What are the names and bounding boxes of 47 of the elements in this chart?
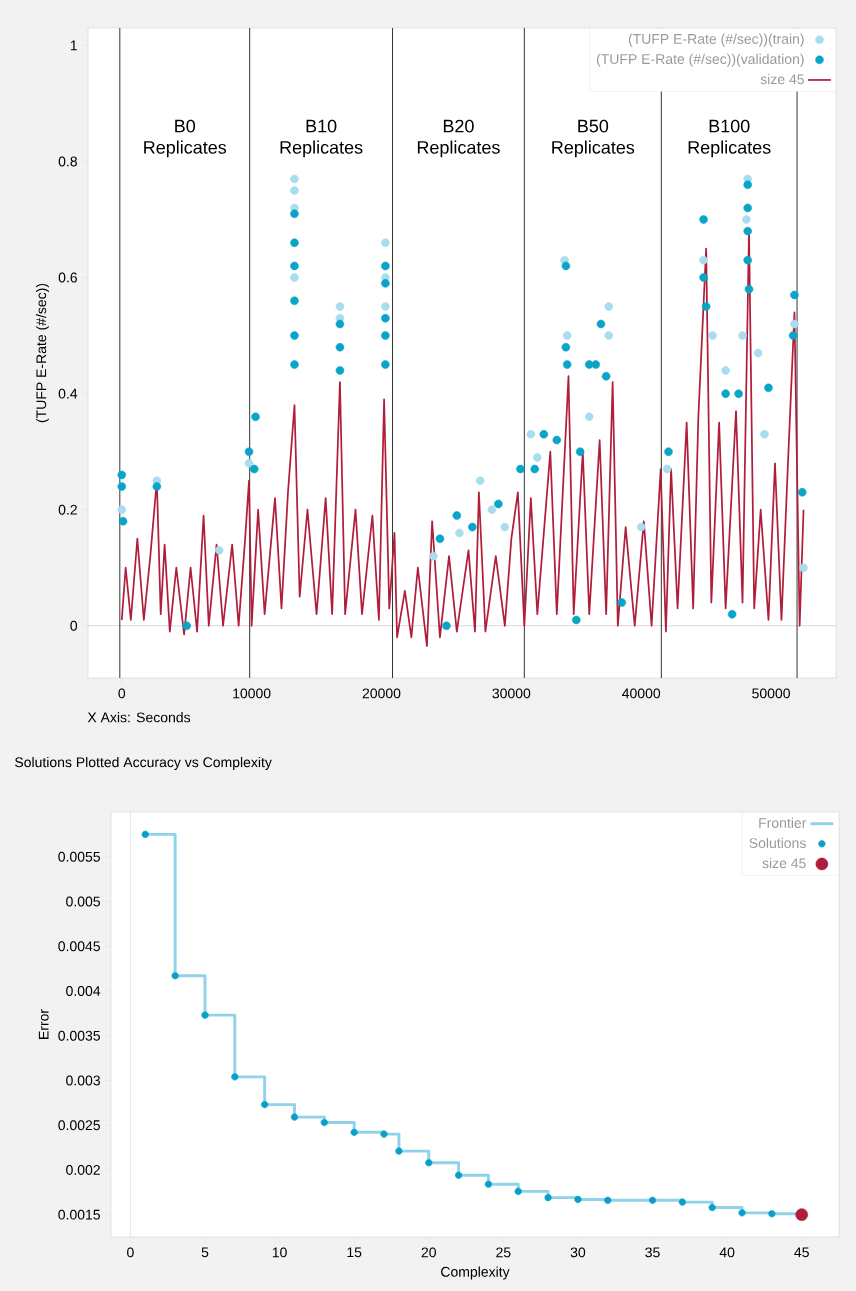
x-tick-label: 30000 xyxy=(492,688,531,699)
y-tick-label: 0.0015 xyxy=(58,1209,100,1220)
x-tick-label: 10000 xyxy=(233,688,271,699)
x-tick-label: 20 xyxy=(421,1247,436,1258)
x-tick-label: 40 xyxy=(719,1247,735,1258)
y-tick-label: 0.005 xyxy=(66,896,100,907)
x-tick-label: 40000 xyxy=(622,688,661,699)
x-tick-label: 15 xyxy=(347,1247,362,1258)
legend-label: (TUFP E-Rate (#/sec))(train) xyxy=(628,33,804,47)
legend-label: (TUFP E-Rate (#/sec))(validation) xyxy=(596,53,804,67)
x-tick-label: 20000 xyxy=(362,688,401,699)
x-tick-label: 5 xyxy=(201,1247,209,1258)
legend-label: Frontier xyxy=(759,817,807,828)
legend-label: size 45 xyxy=(760,73,804,85)
x-tick-label: 35 xyxy=(645,1247,660,1258)
annotation: B0 Replicates xyxy=(144,119,227,158)
x-tick-label: 30 xyxy=(570,1247,586,1258)
annotation: B20 Replicates xyxy=(417,119,500,158)
legend-label: Solutions xyxy=(749,837,806,849)
y-tick-label: 1 xyxy=(70,40,77,51)
y-axis-title: (TUFP E-Rate (#/sec)) xyxy=(35,283,49,423)
y-tick-label: 0.0055 xyxy=(58,851,100,862)
annotation: B10 Replicates xyxy=(280,119,363,158)
y-tick-label: 0.2 xyxy=(58,504,77,515)
x-tick-label: 0 xyxy=(118,688,126,699)
y-tick-label: 0.4 xyxy=(58,388,78,399)
annotation: B50 Replicates xyxy=(552,119,635,158)
y-tick-label: 0.6 xyxy=(58,272,77,283)
chart-title: Solutions Plotted Accuracy vs Complexity xyxy=(15,756,272,770)
legend-label: size 45 xyxy=(762,857,806,869)
x-tick-label: 0 xyxy=(127,1247,134,1258)
y-tick-label: 0.002 xyxy=(66,1164,100,1175)
y-tick-label: 0.004 xyxy=(66,986,101,996)
y-tick-label: 0.0035 xyxy=(58,1030,100,1041)
x-axis-title: X Axis: Seconds xyxy=(87,712,191,723)
x-axis-title: Complexity xyxy=(441,1266,510,1280)
annotation: B100 Replicates xyxy=(688,119,771,158)
y-tick-label: 0.0045 xyxy=(58,941,100,952)
x-tick-label: 45 xyxy=(794,1247,809,1258)
x-tick-label: 25 xyxy=(496,1247,511,1258)
y-axis-title: Error xyxy=(38,1009,49,1039)
y-tick-label: 0.0025 xyxy=(58,1120,100,1131)
x-tick-label: 50000 xyxy=(752,688,790,699)
y-tick-label: 0.8 xyxy=(58,156,77,167)
y-tick-label: 0.003 xyxy=(66,1075,100,1086)
y-tick-label: 0 xyxy=(70,620,78,631)
x-tick-label: 10 xyxy=(272,1247,287,1258)
